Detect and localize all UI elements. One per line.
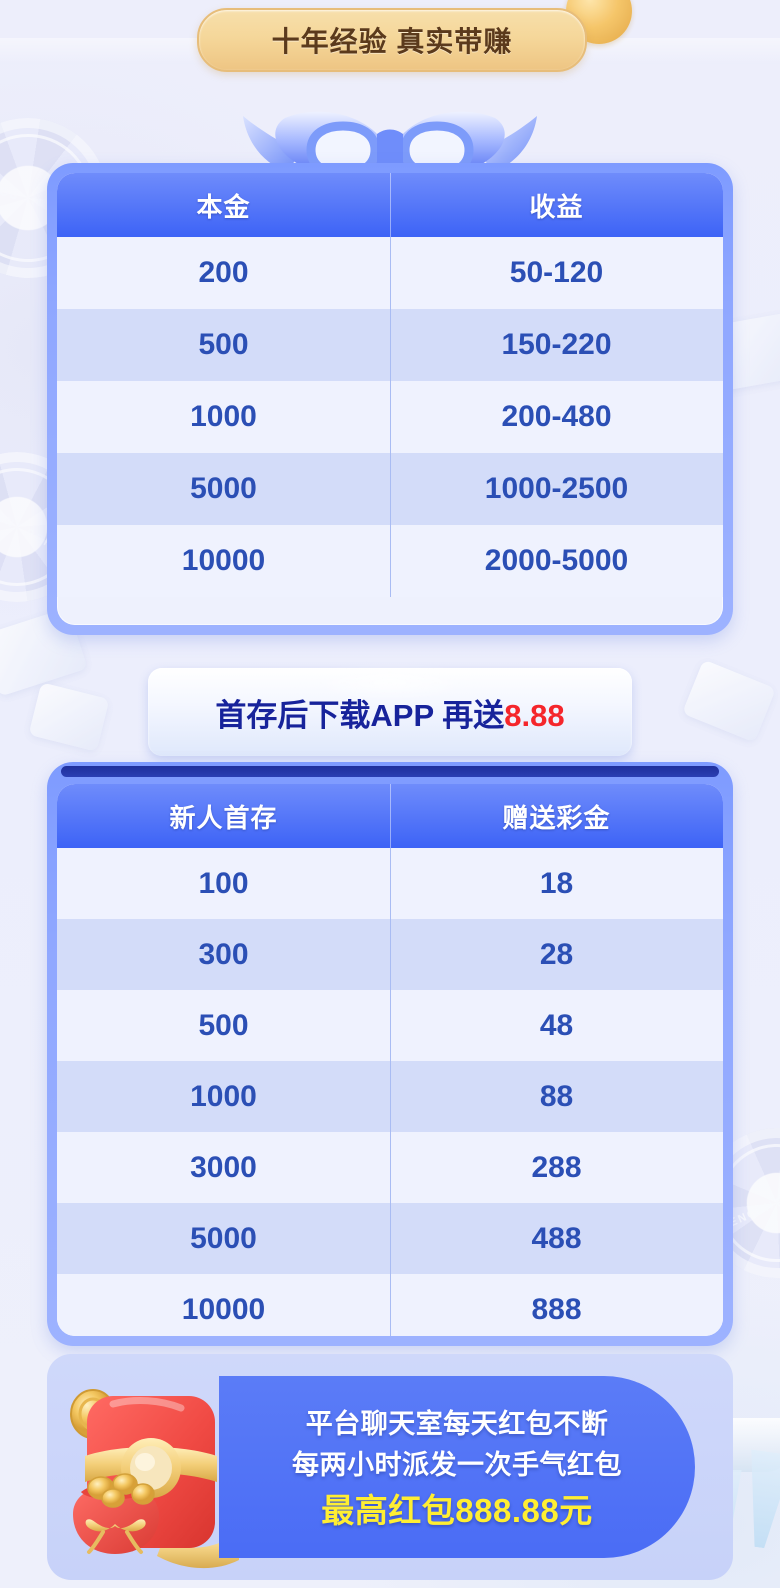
table-row: 100 18 xyxy=(57,848,723,919)
playing-card-decoration xyxy=(681,659,777,743)
earnings-card-inner: 本金 收益 200 50-120 500 150-220 1000 200-48… xyxy=(57,173,723,625)
bonus-table: 新人首存 赠送彩金 100 18 300 28 500 48 100 xyxy=(57,784,723,1336)
cell-principal: 5000 xyxy=(57,453,390,525)
cell-profit: 150-220 xyxy=(390,309,723,381)
earnings-table: 本金 收益 200 50-120 500 150-220 1000 200-48… xyxy=(57,173,723,597)
red-envelope-icon xyxy=(55,1364,245,1574)
earnings-header-row: 本金 收益 xyxy=(57,173,723,237)
redpacket-line-3: 最高红包888.88元 xyxy=(321,1492,593,1529)
redpacket-line-2: 每两小时派发一次手气红包 xyxy=(292,1450,622,1480)
cell-deposit: 10000 xyxy=(57,1274,390,1336)
cell-profit: 1000-2500 xyxy=(390,453,723,525)
cell-deposit: 300 xyxy=(57,919,390,990)
column-header-principal: 本金 xyxy=(57,173,390,237)
banner-shine xyxy=(300,670,480,696)
page-title-banner: 十年经验 真实带赚 xyxy=(197,8,587,72)
app-banner-amount: 8.88 xyxy=(504,697,565,733)
cell-principal: 200 xyxy=(57,237,390,309)
bonus-table-head: 新人首存 赠送彩金 xyxy=(57,784,723,848)
table-row: 500 48 xyxy=(57,990,723,1061)
app-banner-main-text: 首存后下载APP 再送 xyxy=(215,697,505,733)
table-row: 3000 288 xyxy=(57,1132,723,1203)
earnings-card: 本金 收益 200 50-120 500 150-220 1000 200-48… xyxy=(47,163,733,635)
table-row: 5000 488 xyxy=(57,1203,723,1274)
cell-deposit: 1000 xyxy=(57,1061,390,1132)
page-title: 十年经验 真实带赚 xyxy=(271,26,513,57)
app-download-banner: 首存后下载APP 再送8.88 xyxy=(148,668,632,756)
column-header-first-deposit: 新人首存 xyxy=(57,784,390,848)
table-row: 1000 200-480 xyxy=(57,381,723,453)
cell-bonus: 288 xyxy=(390,1132,723,1203)
table-row: 1000 88 xyxy=(57,1061,723,1132)
redpacket-line-1: 平台聊天室每天红包不断 xyxy=(305,1409,609,1439)
cell-bonus: 888 xyxy=(390,1274,723,1336)
table-row: 10000 2000-5000 xyxy=(57,525,723,597)
cell-bonus: 488 xyxy=(390,1203,723,1274)
cell-deposit: 3000 xyxy=(57,1132,390,1203)
cell-bonus: 48 xyxy=(390,990,723,1061)
cell-deposit: 500 xyxy=(57,990,390,1061)
cell-profit: 2000-5000 xyxy=(390,525,723,597)
table-row: 10000 888 xyxy=(57,1274,723,1336)
table-row: 300 28 xyxy=(57,919,723,990)
table-row: 5000 1000-2500 xyxy=(57,453,723,525)
playing-card-decoration xyxy=(28,682,110,752)
cell-bonus: 28 xyxy=(390,919,723,990)
table-row: 500 150-220 xyxy=(57,309,723,381)
table-row: 200 50-120 xyxy=(57,237,723,309)
bonus-card-inner: 新人首存 赠送彩金 100 18 300 28 500 48 100 xyxy=(57,784,723,1336)
column-header-profit: 收益 xyxy=(390,173,723,237)
cell-deposit: 5000 xyxy=(57,1203,390,1274)
cell-profit: 200-480 xyxy=(390,381,723,453)
cell-principal: 500 xyxy=(57,309,390,381)
redpacket-info-pill: 平台聊天室每天红包不断 每两小时派发一次手气红包 最高红包888.88元 xyxy=(219,1376,695,1558)
gift-bow-icon xyxy=(225,100,555,186)
cell-profit: 50-120 xyxy=(390,237,723,309)
bonus-card-topbar xyxy=(61,766,719,777)
cell-deposit: 100 xyxy=(57,848,390,919)
bonus-header-row: 新人首存 赠送彩金 xyxy=(57,784,723,848)
redpacket-section: 平台聊天室每天红包不断 每两小时派发一次手气红包 最高红包888.88元 xyxy=(47,1354,733,1580)
earnings-table-body: 200 50-120 500 150-220 1000 200-480 5000… xyxy=(57,237,723,597)
cell-bonus: 88 xyxy=(390,1061,723,1132)
app-banner-text: 首存后下载APP 再送8.88 xyxy=(215,690,564,735)
column-header-bonus: 赠送彩金 xyxy=(390,784,723,848)
cell-principal: 10000 xyxy=(57,525,390,597)
cell-bonus: 18 xyxy=(390,848,723,919)
bonus-table-body: 100 18 300 28 500 48 1000 88 3000 288 xyxy=(57,848,723,1336)
bonus-card: 新人首存 赠送彩金 100 18 300 28 500 48 100 xyxy=(47,762,733,1346)
earnings-table-head: 本金 收益 xyxy=(57,173,723,237)
cell-principal: 1000 xyxy=(57,381,390,453)
